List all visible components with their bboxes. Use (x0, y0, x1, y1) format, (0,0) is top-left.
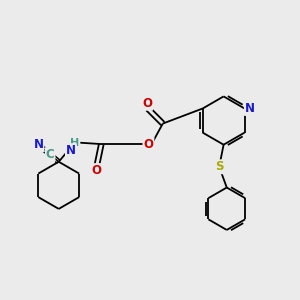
Text: O: O (143, 138, 153, 151)
Text: N: N (33, 138, 43, 151)
Text: O: O (142, 97, 152, 110)
Text: N: N (245, 102, 255, 115)
Text: C: C (46, 148, 55, 161)
Text: S: S (215, 160, 224, 173)
Text: N: N (66, 144, 76, 157)
Text: O: O (91, 164, 101, 177)
Text: H: H (70, 138, 80, 148)
